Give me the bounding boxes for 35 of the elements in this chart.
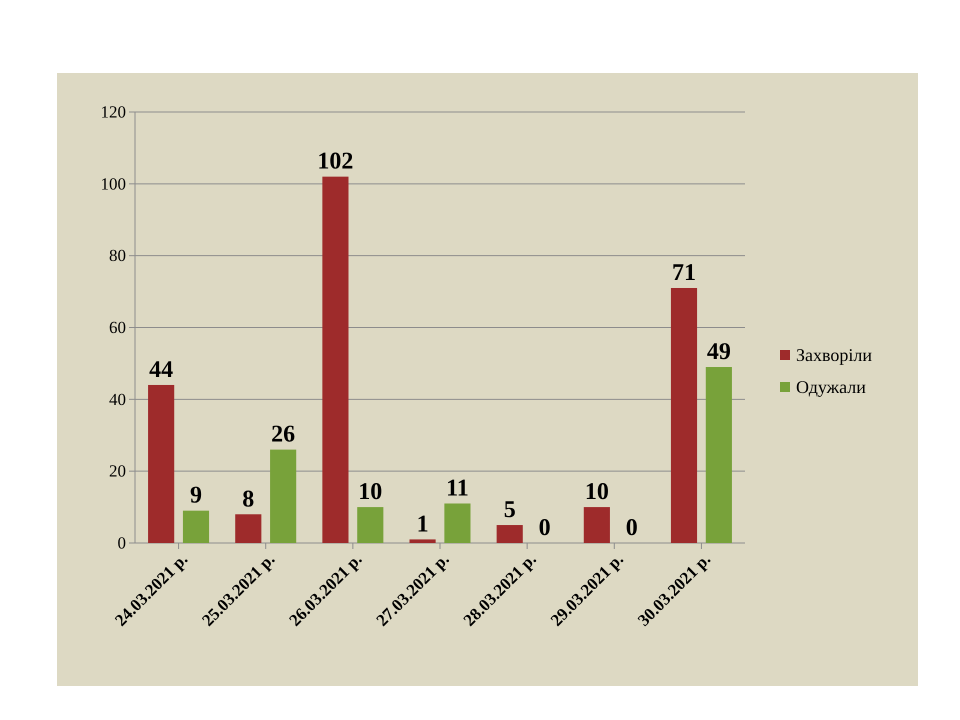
data-label: 44 [149, 356, 174, 383]
y-tick-label: 20 [109, 462, 126, 481]
data-label: 10 [584, 479, 609, 506]
bar [584, 507, 610, 543]
y-tick-label: 40 [109, 390, 126, 409]
bar [410, 539, 436, 543]
bar [357, 507, 384, 543]
legend-label: Захворіли [796, 345, 872, 365]
bar [270, 450, 296, 543]
y-tick-label: 120 [100, 102, 126, 122]
legend-label: Одужали [796, 377, 866, 397]
data-label: 102 [317, 148, 354, 175]
y-tick-label: 0 [118, 533, 126, 552]
bar [148, 384, 174, 543]
bar [496, 525, 523, 543]
bar [444, 503, 470, 543]
data-label: 1 [416, 511, 429, 538]
data-label: 10 [358, 479, 382, 506]
data-label: 49 [706, 339, 731, 366]
data-label: 71 [672, 260, 696, 286]
y-tick-label: 80 [109, 246, 126, 266]
data-label: 26 [271, 422, 296, 448]
y-tick-label: 100 [100, 174, 126, 194]
data-label: 5 [504, 497, 516, 524]
bar [670, 288, 698, 543]
bar [706, 367, 732, 543]
data-label: 9 [190, 482, 202, 509]
data-label: 0 [538, 515, 551, 541]
data-label: 11 [446, 475, 469, 502]
bar [322, 176, 348, 543]
bar [235, 514, 262, 543]
y-tick-label: 60 [109, 318, 126, 337]
data-label: 0 [626, 515, 638, 541]
bar [182, 510, 210, 543]
data-label: 8 [242, 486, 254, 512]
